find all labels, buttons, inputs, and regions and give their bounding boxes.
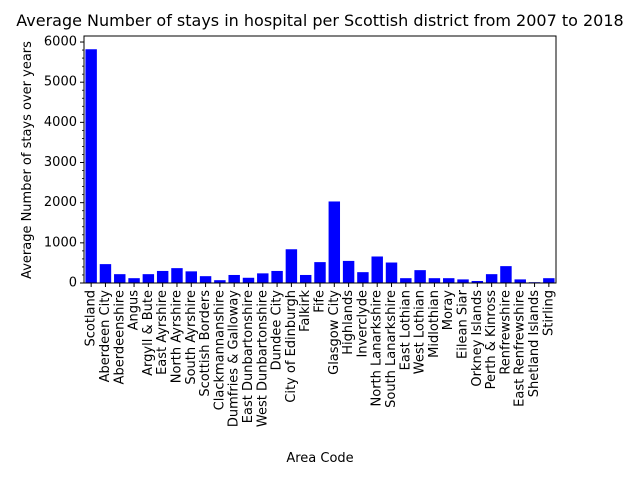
bar-0	[85, 49, 97, 283]
y-tick-label: 0	[69, 276, 77, 291]
bar-6	[171, 268, 183, 283]
bar-9	[214, 280, 226, 283]
bar-12	[257, 273, 269, 283]
x-tick-label: Glasgow City	[327, 290, 342, 375]
x-tick-label: East Dunbartonshire	[241, 290, 256, 423]
bar-13	[271, 270, 283, 283]
x-tick-label: North Ayrshire	[169, 290, 184, 383]
x-tick-label: East Ayrshire	[155, 290, 170, 375]
chart-title: Average Number of stays in hospital per …	[16, 11, 623, 30]
y-tick-label: 6000	[44, 35, 77, 50]
x-tick-label: West Dunbartonshire	[255, 290, 270, 427]
x-tick-label: Dundee City	[270, 290, 285, 371]
bar-8	[199, 276, 212, 283]
y-tick-label: 1000	[44, 235, 77, 250]
x-tick-label: East Renfrewshire	[513, 290, 528, 407]
bar-14	[285, 249, 298, 283]
y-tick-label: 2000	[44, 195, 77, 210]
x-tick-label: Angus	[127, 290, 142, 331]
x-tick-label: Scottish Borders	[198, 290, 213, 397]
x-tick-label: Inverclyde	[355, 290, 370, 358]
x-tick-label: Eilean Siar	[456, 289, 471, 359]
bar-3	[128, 278, 140, 283]
bars-layer	[85, 49, 555, 283]
bar-10	[228, 274, 240, 283]
x-tick-label: City of Edinburgh	[284, 290, 299, 403]
x-tick-label: Highlands	[341, 290, 356, 355]
x-tick-label: Renfrewshire	[498, 290, 513, 375]
bar-1	[99, 264, 112, 283]
bar-15	[299, 274, 312, 283]
bar-2	[114, 274, 126, 283]
bar-24	[428, 278, 441, 283]
x-tick-label: Argyll & Bute	[141, 290, 156, 376]
x-tick-label: Aberdeenshire	[112, 290, 127, 384]
bar-20	[371, 256, 383, 283]
bar-5	[156, 270, 169, 283]
y-tick-label: 5000	[44, 75, 77, 90]
x-tick-label: Stirling	[541, 290, 556, 336]
x-tick-label: Perth & Kinross	[484, 290, 499, 390]
bar-11	[242, 277, 255, 283]
bar-22	[400, 278, 412, 283]
bar-17	[328, 201, 341, 283]
bar-19	[357, 272, 369, 283]
x-tick-label: North Lanarkshire	[370, 290, 385, 406]
bar-26	[457, 279, 469, 283]
x-tick-label: Midlothian	[427, 290, 442, 358]
x-tick-label: Dumfries & Galloway	[227, 290, 242, 427]
x-tick-label: West Lothian	[413, 290, 428, 374]
y-tick-label: 4000	[44, 115, 77, 130]
bar-25	[443, 278, 455, 283]
bar-23	[414, 270, 426, 283]
x-tick-label: Clackmannanshire	[212, 290, 227, 410]
x-tick-label: Fife	[313, 290, 328, 313]
x-tick-label: South Lanarkshire	[384, 290, 399, 408]
bar-30	[514, 279, 526, 283]
bar-32	[543, 278, 555, 283]
x-tick-label: Falkirk	[298, 290, 313, 332]
bar-21	[385, 262, 398, 283]
x-tick-label: Orkney Islands	[470, 290, 485, 387]
plot-frame	[83, 35, 557, 284]
bar-28	[485, 274, 498, 283]
bar-29	[500, 266, 512, 283]
x-tick-label: Moray	[441, 290, 456, 330]
bar-16	[314, 262, 326, 283]
x-axis-label: Area Code	[286, 451, 353, 466]
bar-4	[142, 274, 155, 283]
x-tick-label: Aberdeen City	[98, 290, 113, 383]
y-axis-label: Average Number of stays over years	[20, 41, 35, 279]
x-tick-label: East Lothian	[398, 290, 413, 370]
y-axis: 0 1000 2000 3000 4000 5000 6000	[44, 35, 84, 291]
x-tick-label: Shetland Islands	[527, 290, 542, 397]
x-tick-label: South Ayrshire	[184, 290, 199, 385]
x-tick-label: Scotland	[84, 290, 99, 347]
bar-7	[185, 271, 197, 283]
bar-27	[471, 280, 484, 283]
bar-18	[342, 260, 355, 283]
x-axis: Scotland Aberdeen City Aberdeenshire Angus A…	[84, 283, 556, 427]
y-tick-label: 3000	[44, 155, 77, 170]
